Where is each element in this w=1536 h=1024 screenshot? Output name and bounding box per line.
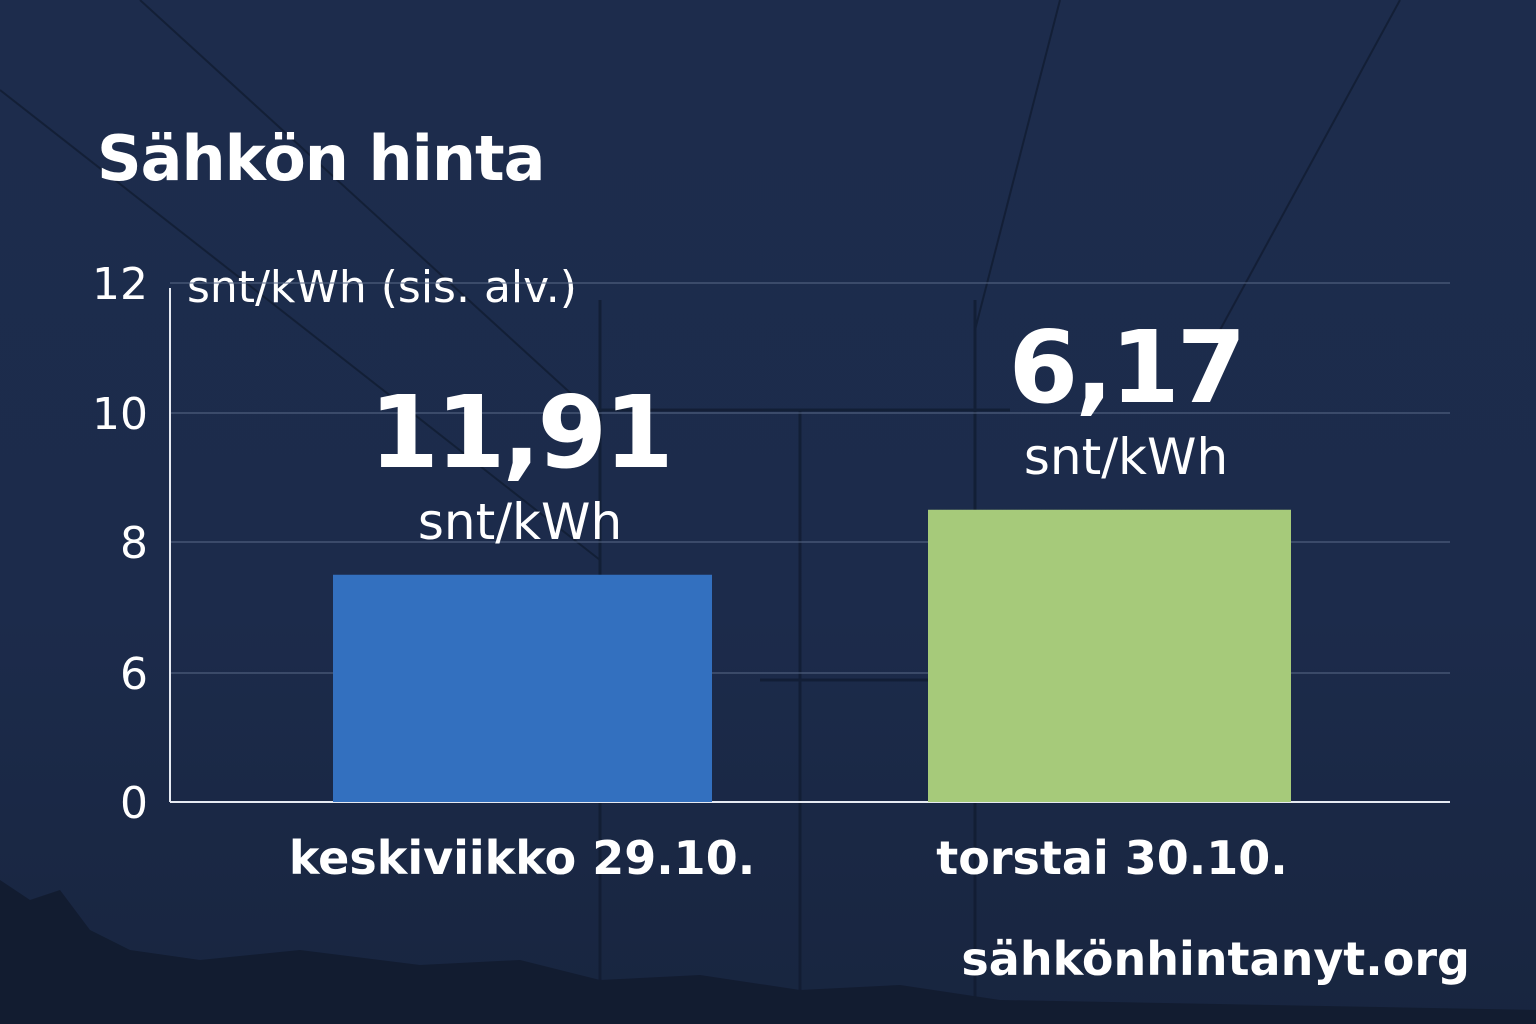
bar <box>333 574 712 802</box>
y-tick-label: 6 <box>120 649 148 700</box>
y-tick-label: 0 <box>120 778 148 829</box>
source-website: sähkönhintanyt.org <box>961 932 1470 986</box>
data-label-unit: snt/kWh <box>418 493 622 551</box>
x-category-label: keskiviikko 29.10. <box>289 831 755 885</box>
page-title: Sähkön hinta <box>97 122 546 195</box>
y-axis-label: snt/kWh (sis. alv.) <box>187 262 577 313</box>
y-tick-label: 8 <box>120 518 148 569</box>
data-label-value: 6,17 <box>1009 309 1244 426</box>
data-label-value: 11,91 <box>369 374 670 491</box>
y-tick-label: 12 <box>92 259 148 310</box>
bar <box>928 509 1291 802</box>
x-category-label: torstai 30.10. <box>936 831 1287 885</box>
y-tick-label: 10 <box>92 389 148 440</box>
data-label-unit: snt/kWh <box>1024 428 1228 486</box>
